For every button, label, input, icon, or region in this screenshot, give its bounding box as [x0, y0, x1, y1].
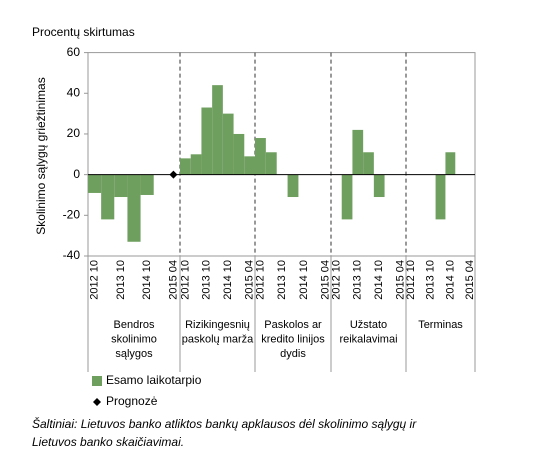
- y-axis-label: Skolinimo sąlygų griežtinimas: [34, 77, 48, 234]
- bar: [212, 85, 223, 175]
- group-label: sąlygos: [115, 348, 153, 360]
- group-label: Bendros: [114, 319, 155, 331]
- group-label: paskolų marža: [182, 333, 254, 345]
- bar: [373, 174, 385, 198]
- x-tick-label: 2012 10: [179, 260, 191, 300]
- y-tick-label: 20: [67, 126, 81, 140]
- x-tick-label: 2012 10: [254, 260, 266, 300]
- group-label: Rizikingesnių: [185, 319, 250, 331]
- bar: [233, 133, 245, 175]
- source-note: Šaltiniai: Lietuvos banko atliktos bankų…: [32, 416, 417, 431]
- x-tick-label: 2014 10: [298, 260, 310, 300]
- y-tick-label: 0: [73, 167, 80, 181]
- x-tick-label: 2013 10: [352, 260, 364, 300]
- bar: [88, 174, 102, 193]
- bar: [190, 154, 202, 175]
- x-tick-label: 2015 04: [244, 260, 256, 300]
- x-tick-label: 2015 04: [464, 260, 476, 300]
- bar: [255, 138, 266, 175]
- group-label: skolinimo: [111, 333, 157, 345]
- x-tick-label: 2012 10: [88, 260, 100, 300]
- x-tick-label: 2013 10: [115, 260, 127, 300]
- x-tick-label: 2013 10: [201, 260, 213, 300]
- legend-swatch: [92, 376, 102, 386]
- x-tick-label: 2012 10: [330, 260, 342, 300]
- x-tick-label: 2013 10: [425, 260, 437, 300]
- group-label: Paskolos ar: [264, 319, 322, 331]
- bar: [435, 174, 446, 220]
- group-label: Užstato: [350, 319, 387, 331]
- bar: [287, 174, 299, 198]
- x-tick-label: 2015 04: [319, 260, 331, 300]
- legend-label: Esamo laikotarpio: [106, 373, 202, 387]
- group-label: dydis: [280, 348, 306, 360]
- bar: [201, 107, 213, 175]
- x-tick-label: 2014 10: [222, 260, 234, 300]
- legend-swatch: [93, 398, 101, 406]
- y-tick-label: -40: [63, 248, 81, 262]
- bar: [265, 152, 277, 175]
- bar: [127, 174, 141, 242]
- x-tick-label: 2015 04: [395, 260, 407, 300]
- x-tick-label: 2014 10: [141, 260, 153, 300]
- x-tick-label: 2014 10: [444, 260, 456, 300]
- group-label: kredito linijos: [261, 333, 325, 345]
- bar: [140, 174, 154, 195]
- bar: [101, 174, 115, 220]
- group-label: reikalavimai: [339, 333, 397, 345]
- bar: [180, 158, 191, 175]
- y-tick-label: 60: [67, 45, 81, 59]
- x-tick-label: 2014 10: [373, 260, 385, 300]
- bar: [445, 152, 456, 175]
- x-tick-label: 2015 04: [167, 260, 179, 300]
- x-tick-label: 2012 10: [405, 260, 417, 300]
- bar: [114, 174, 128, 198]
- source-note: Lietuvos banko skaičiavimai.: [32, 435, 184, 449]
- bar: [352, 129, 364, 175]
- group-label: Terminas: [418, 319, 463, 331]
- bar: [222, 113, 234, 175]
- y-tick-label: 40: [67, 85, 81, 99]
- chart-title: Procentų skirtumas: [32, 25, 135, 39]
- x-tick-label: 2013 10: [276, 260, 288, 300]
- bar: [363, 152, 374, 175]
- plot-frame: [87, 52, 476, 257]
- bar: [244, 156, 255, 175]
- legend-label: Prognozė: [106, 394, 158, 408]
- y-tick-label: -20: [63, 207, 81, 221]
- bar: [341, 174, 353, 220]
